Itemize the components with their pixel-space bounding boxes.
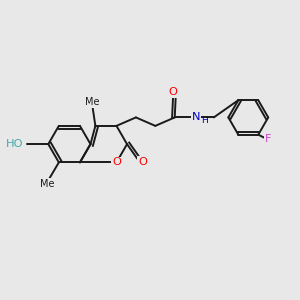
Text: Me: Me — [40, 179, 54, 189]
Text: O: O — [112, 158, 121, 167]
Text: Me: Me — [85, 97, 100, 107]
Text: F: F — [265, 134, 272, 144]
Text: HO: HO — [6, 139, 24, 149]
Text: H: H — [201, 116, 208, 125]
Text: N: N — [192, 112, 200, 122]
Text: O: O — [138, 157, 147, 167]
Text: O: O — [168, 87, 177, 97]
